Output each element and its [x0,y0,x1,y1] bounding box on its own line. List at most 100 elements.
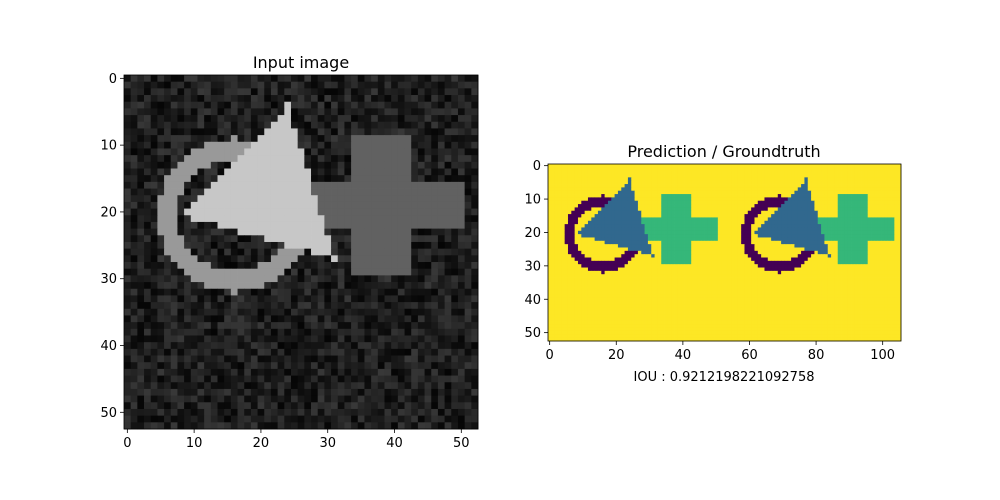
groundtruth-pixel-triangle [804,194,809,198]
input-pixel-background [457,395,466,403]
prediction-pixel-background [661,170,665,175]
input-pixel-background [277,108,285,116]
input-pixel-triangle [190,201,198,209]
input-pixel-background [190,282,198,290]
prediction-pixel-triangle [627,184,632,188]
prediction-pixel-background [574,167,579,172]
input-pixel-background [157,248,165,256]
prediction-pixel-background [641,174,645,178]
input-pixel-background [277,241,285,250]
prediction-pixel-plus [677,220,682,225]
groundtruth-pixel-triangle [807,210,812,215]
groundtruth-pixel-triangle [794,210,799,215]
input-pixel-triangle [284,101,292,109]
input-pixel-triangle [284,135,292,143]
prediction-pixel-background [721,224,725,228]
groundtruth-pixel-background [874,177,879,182]
input-pixel-background [331,368,339,376]
input-pixel-background [130,221,138,230]
input-pixel-background [277,382,285,390]
prediction-pixel-background [574,187,579,192]
input-pixel-background [157,108,165,116]
input-pixel-background [431,235,439,243]
prediction-pixel-background [557,210,562,215]
groundtruth-pixel-triangle [814,227,819,232]
input-pixel-triangle [270,128,279,136]
input-pixel-circle [210,275,218,283]
input-pixel-background [417,161,425,169]
input-pixel-background [411,128,419,136]
input-pixel-background [444,348,452,356]
groundtruth-pixel-background [781,187,785,192]
input-pixel-triangle [237,215,245,223]
prediction-pixel-background [697,214,702,218]
prediction-pixel-background [577,167,582,172]
groundtruth-pixel-background [751,187,755,192]
input-pixel-background [190,81,198,89]
input-pixel-background [451,161,459,169]
input-pixel-background [144,415,152,423]
input-pixel-background [311,255,319,263]
prediction-pixel-background [551,230,556,235]
input-pixel-background [384,322,392,330]
input-pixel-background [184,101,192,109]
input-pixel-background [437,121,445,129]
groundtruth-pixel-background [727,200,732,205]
prediction-pixel-triangle [634,207,639,212]
prediction-pixel-triangle [591,227,596,232]
groundtruth-pixel-background [871,210,875,215]
input-pixel-background [164,148,172,156]
prediction-pixel-plus [677,227,682,232]
input-pixel-background [431,128,439,136]
input-pixel-background [244,328,252,336]
prediction-pixel-background [684,177,689,182]
prediction-pixel-triangle [631,217,635,222]
input-pixel-triangle [257,208,265,216]
groundtruth-pixel-background [897,167,902,172]
prediction-pixel-plus [671,217,675,222]
prediction-pixel-plus [677,230,682,235]
prediction-pixel-background [717,224,722,228]
prediction-pixel-plus [684,204,689,208]
input-pixel-background [371,328,379,336]
input-pixel-circle [184,155,192,163]
input-pixel-background [344,302,352,310]
prediction-pixel-background [577,170,582,175]
groundtruth-pixel-background [887,167,892,172]
input-pixel-background [237,382,245,390]
input-pixel-circle [210,268,218,276]
prediction-pixel-triangle [617,197,622,202]
prediction-pixel-background [704,174,709,178]
groundtruth-pixel-background [777,174,782,178]
groundtruth-pixel-background [834,170,839,175]
prediction-pixel-triangle [621,197,625,202]
input-pixel-triangle [250,221,258,230]
prediction-pixel-circle [591,200,596,205]
input-pixel-background [284,375,292,383]
input-pixel-background [337,135,345,143]
groundtruth-pixel-background [824,187,829,192]
input-pixel-background [124,121,132,129]
input-pixel-background [337,168,345,176]
input-pixel-triangle [217,195,225,203]
input-pixel-background [230,395,238,403]
input-pixel-background [457,375,466,383]
prediction-pixel-background [614,180,619,185]
input-pixel-background [411,422,419,430]
input-pixel-background [371,375,379,383]
input-pixel-background [311,382,319,390]
input-xtick-label: 10 [186,436,203,451]
input-pixel-background [364,75,372,83]
prediction-pixel-triangle [607,204,612,208]
groundtruth-pixel-background [894,190,899,195]
prediction-pixel-background [561,190,566,195]
input-pixel-plus [357,155,365,163]
prediction-pixel-background [667,180,672,185]
input-pixel-triangle [224,175,232,183]
input-pixel-plus [371,201,379,209]
input-pixel-plus [364,175,372,183]
input-pixel-background [464,368,472,376]
input-pixel-triangle [284,155,292,163]
input-pixel-background [464,148,472,156]
input-pixel-plus [391,201,399,209]
